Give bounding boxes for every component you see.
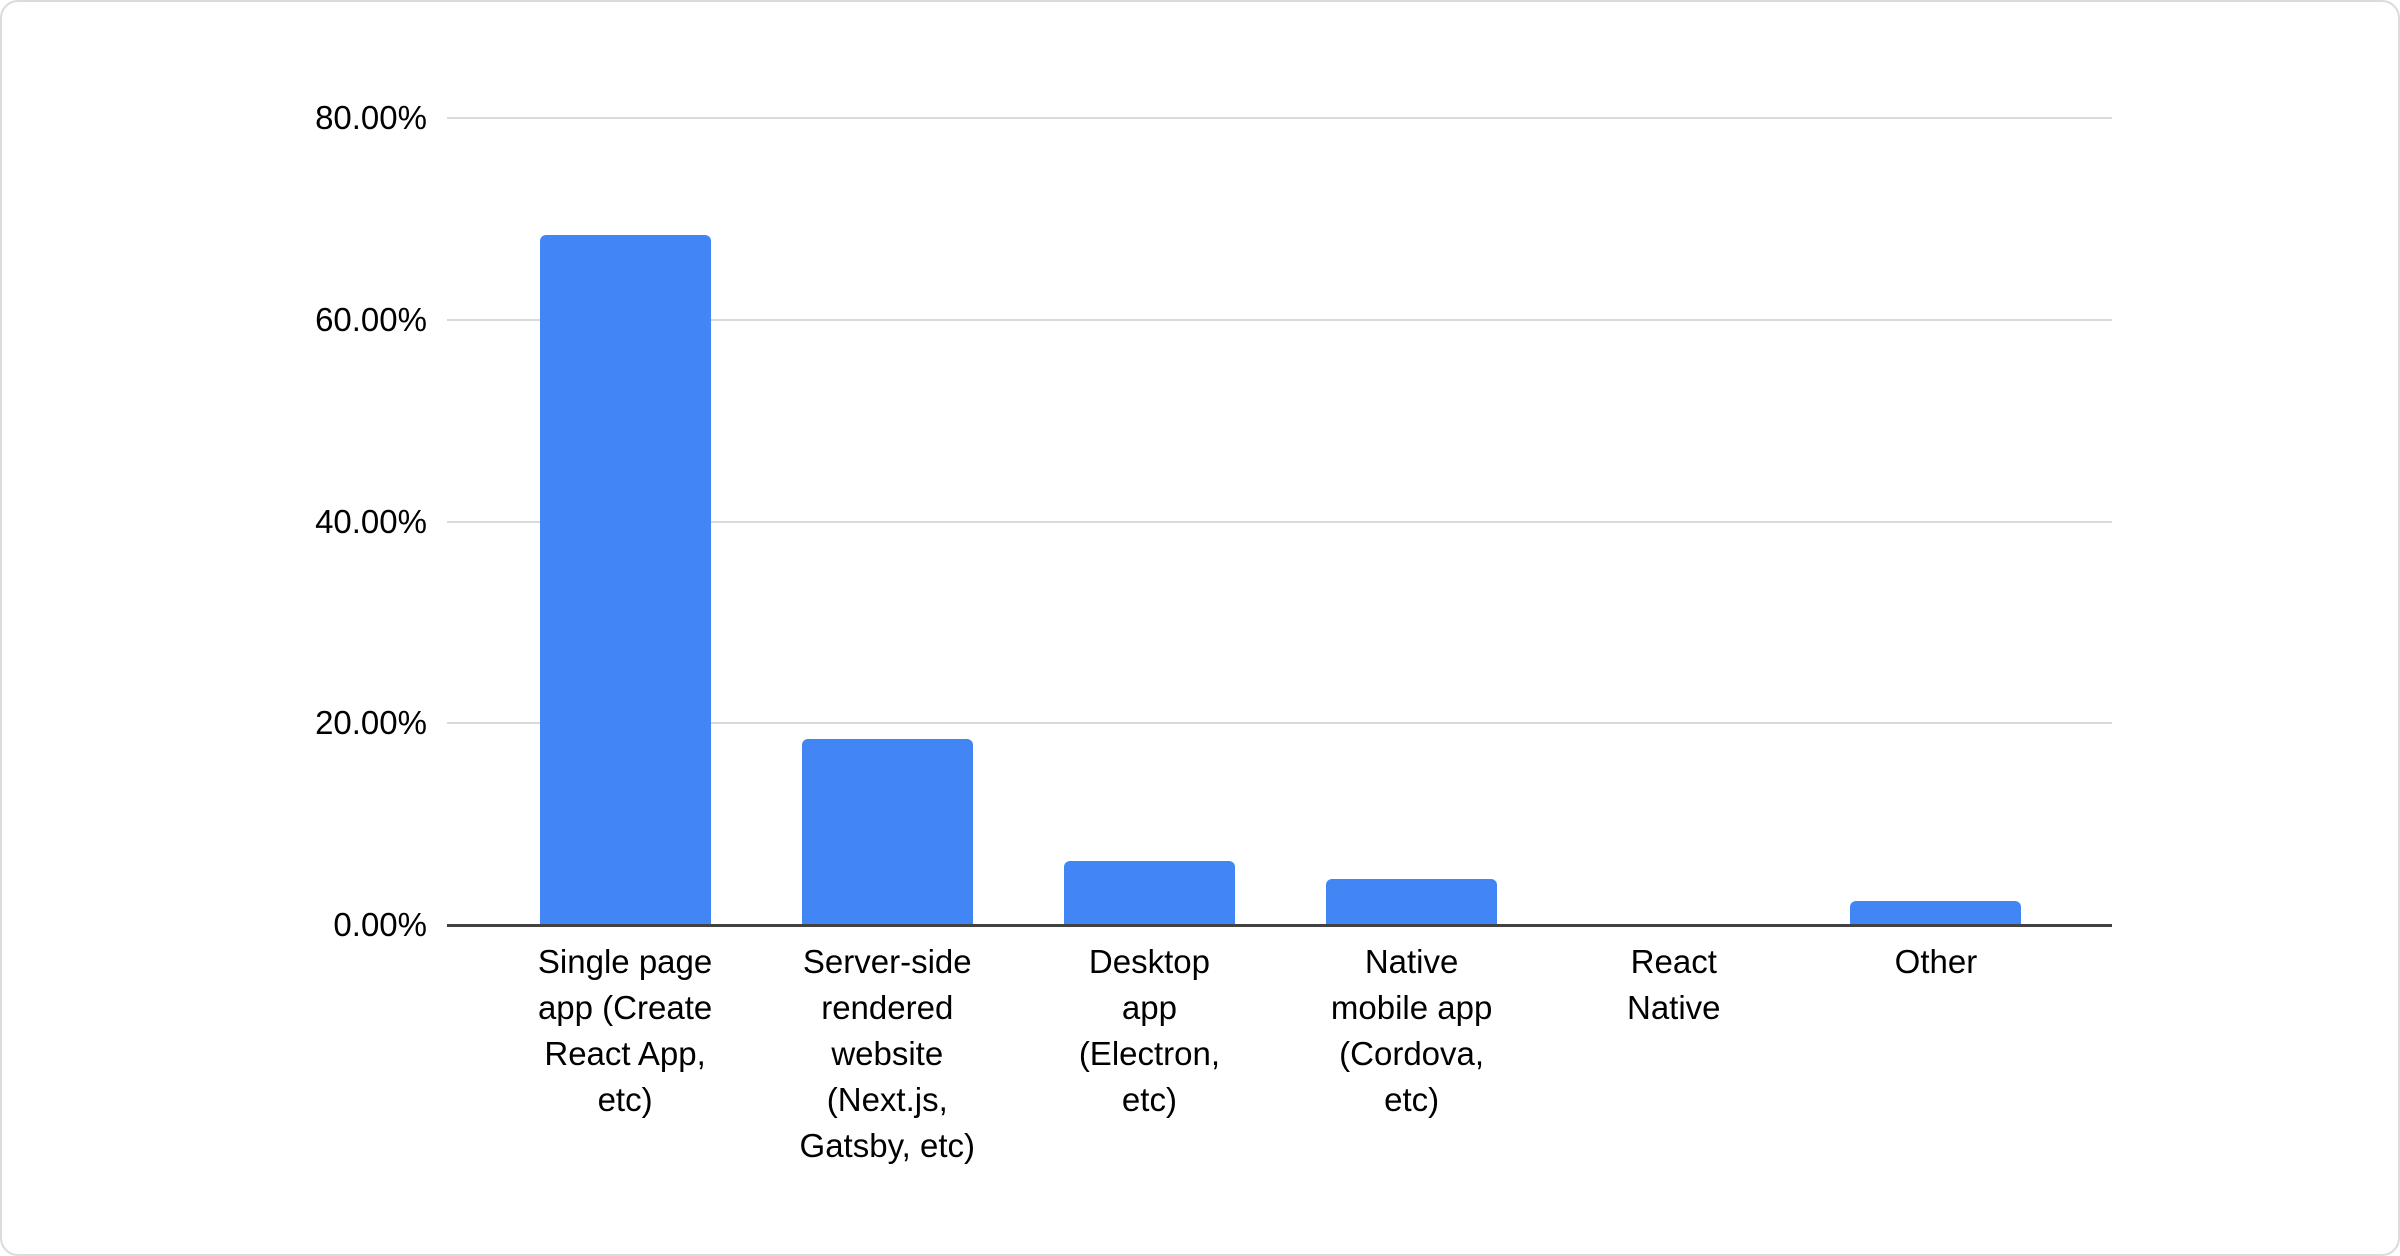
gridline bbox=[447, 318, 2112, 321]
bar[interactable] bbox=[1326, 879, 1498, 925]
bar[interactable] bbox=[539, 235, 711, 925]
gridline bbox=[447, 722, 2112, 725]
bar-slot bbox=[1543, 118, 1805, 925]
y-axis-tick-label: 40.00% bbox=[315, 502, 427, 540]
x-axis-category-label: Desktop app (Electron, etc) bbox=[1078, 943, 1221, 1118]
y-axis-tick-label: 20.00% bbox=[315, 704, 427, 742]
gridline bbox=[447, 117, 2112, 119]
bar-series bbox=[494, 118, 2067, 925]
x-axis-category-label: React Native bbox=[1627, 943, 1721, 1026]
x-axis: Single page app (Create React App, etc) S… bbox=[494, 939, 2067, 1169]
chart-plot-area bbox=[447, 117, 2112, 927]
bar[interactable] bbox=[801, 739, 973, 925]
y-axis-tick-label: 60.00% bbox=[315, 300, 427, 338]
y-axis-tick-label: 80.00% bbox=[315, 99, 427, 136]
x-axis-category-label: Server-side rendered website (Next.js, G… bbox=[799, 943, 975, 1164]
y-axis-tick-label: 0.00% bbox=[333, 906, 427, 943]
bar-slot bbox=[1281, 118, 1543, 925]
bar-slot bbox=[1805, 118, 2067, 925]
x-axis-category-label: Single page app (Create React App, etc) bbox=[537, 943, 713, 1118]
gridline bbox=[447, 520, 2112, 523]
bar[interactable] bbox=[1850, 901, 2022, 925]
x-axis-line bbox=[447, 924, 2112, 927]
x-axis-category-label: Native mobile app (Cordova, etc) bbox=[1330, 943, 1493, 1118]
x-axis-category-label: Other bbox=[1894, 943, 1978, 980]
bar-slot bbox=[756, 118, 1018, 925]
bar-slot bbox=[1018, 118, 1280, 925]
bar-slot bbox=[494, 118, 756, 925]
y-axis: 80.00% 60.00% 40.00% 20.00% 0.00% bbox=[2, 99, 427, 943]
bar[interactable] bbox=[1063, 861, 1235, 925]
